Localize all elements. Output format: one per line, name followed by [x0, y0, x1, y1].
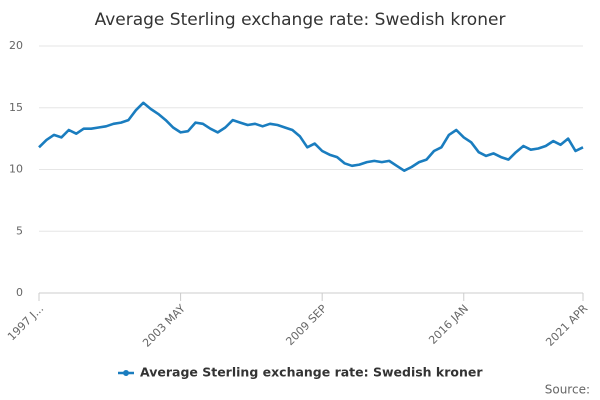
- x-tick-label: 2009 SEP: [283, 302, 329, 348]
- chart-title: Average Sterling exchange rate: Swedish …: [95, 10, 506, 30]
- series-line: [38, 101, 584, 172]
- y-tick-label: 10: [9, 163, 23, 176]
- y-tick-label: 15: [9, 101, 23, 114]
- y-tick-label: 0: [16, 286, 23, 299]
- y-tick-label: 20: [9, 39, 23, 52]
- legend-marker: [123, 370, 129, 376]
- x-tick-label: 2003 MAY: [140, 302, 188, 350]
- x-tick-label: 2016 JAN: [426, 302, 471, 347]
- legend: Average Sterling exchange rate: Swedish …: [118, 365, 483, 380]
- y-tick-label: 5: [16, 224, 23, 237]
- legend-label: Average Sterling exchange rate: Swedish …: [140, 365, 483, 380]
- x-tick-label: 2021 APR: [543, 302, 590, 349]
- source: Source:: [545, 383, 590, 397]
- x-tick-label: 1997 J...: [5, 302, 46, 343]
